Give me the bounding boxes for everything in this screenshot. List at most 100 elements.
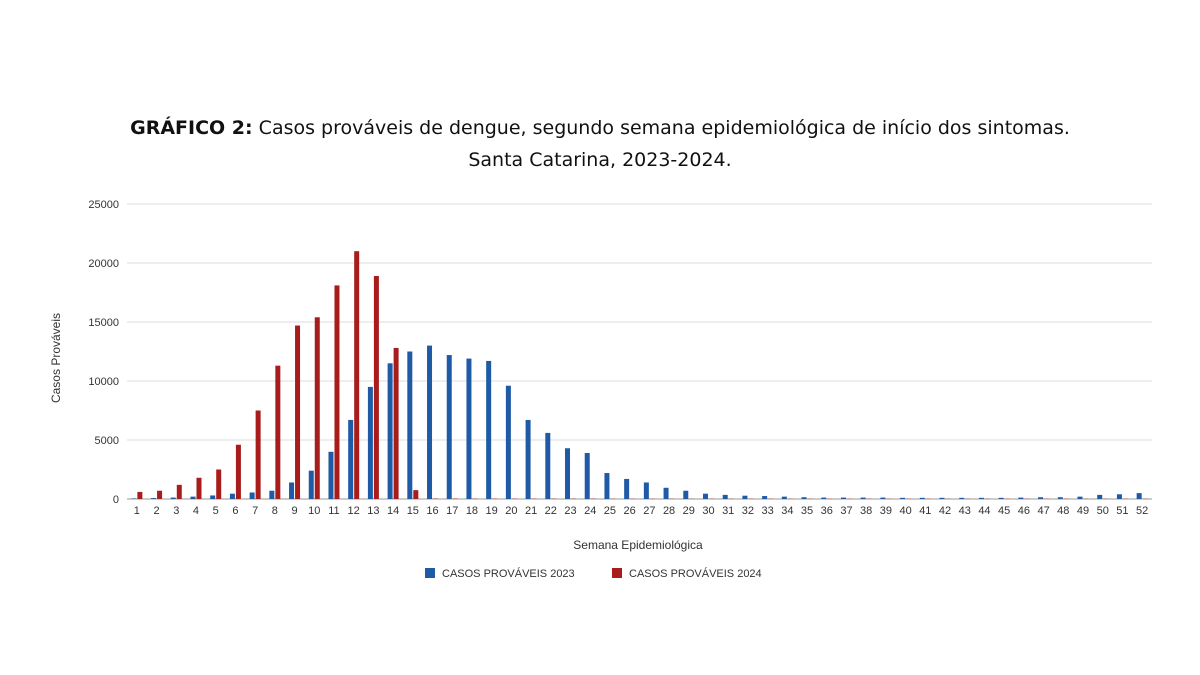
x-tick-label: 14: [387, 505, 399, 517]
x-tick-label: 36: [821, 505, 833, 517]
bar-2023-week-24: [584, 452, 590, 499]
bar-2023-week-47: [1038, 497, 1044, 499]
x-tick-label: 42: [939, 505, 951, 517]
x-tick-label: 6: [232, 505, 238, 517]
bar-2024-week-12: [354, 251, 360, 499]
bar-2023-week-13: [367, 386, 373, 499]
bar-2023-week-44: [978, 497, 984, 499]
chart-title-line-2: Santa Catarina, 2023-2024.: [468, 149, 732, 171]
bar-2023-week-1: [131, 498, 137, 499]
y-tick-labels: 0 5000 10000 15000 20000 25000: [88, 199, 119, 506]
bar-2023-week-32: [742, 495, 748, 499]
bar-2023-week-52: [1136, 493, 1142, 499]
bar-2024-week-9: [295, 325, 301, 499]
x-tick-label: 21: [525, 505, 537, 517]
x-tick-label: 31: [722, 505, 734, 517]
bar-2023-week-16: [427, 345, 433, 499]
x-tick-label: 3: [173, 505, 179, 517]
x-tick-label: 43: [959, 505, 971, 517]
bar-2023-week-18: [466, 358, 472, 499]
bar-2023-week-22: [545, 432, 551, 499]
x-tick-label: 29: [683, 505, 695, 517]
bar-2023-week-23: [565, 448, 571, 499]
bar-2023-week-19: [486, 360, 492, 499]
bar-2024-week-13: [373, 275, 379, 499]
bar-2023-week-30: [702, 493, 708, 499]
x-tick-label: 34: [781, 505, 793, 517]
x-tick-label: 30: [702, 505, 714, 517]
bar-2023-week-27: [643, 482, 649, 499]
bar-2023-week-9: [289, 482, 295, 499]
chart-title-line-1: GRÁFICO 2: Casos prováveis de dengue, se…: [0, 112, 1200, 144]
x-tick-label: 44: [978, 505, 990, 517]
bar-2023-week-17: [446, 355, 452, 499]
bar-2023-week-49: [1077, 496, 1083, 499]
x-tick-label: 50: [1097, 505, 1109, 517]
bar-2023-week-48: [1057, 497, 1063, 499]
bar-2024-week-4: [196, 477, 202, 499]
bar-2023-week-46: [1018, 497, 1024, 499]
bar-2023-week-29: [683, 490, 689, 499]
x-tick-label: 18: [466, 505, 478, 517]
bar-2024-week-11: [334, 285, 340, 499]
bar-2023-week-10: [308, 470, 314, 499]
chart-title: GRÁFICO 2: Casos prováveis de dengue, se…: [0, 112, 1200, 176]
x-tick-label: 8: [272, 505, 278, 517]
x-tick-label: 45: [998, 505, 1010, 517]
legend-swatch: [612, 568, 622, 578]
bar-2023-week-36: [821, 497, 827, 499]
x-tick-label: 41: [919, 505, 931, 517]
x-tick-label: 51: [1116, 505, 1128, 517]
x-tick-label: 2: [154, 505, 160, 517]
bar-2023-week-21: [525, 419, 531, 499]
bar-2024-week-5: [216, 469, 222, 499]
bar-2024-week-7: [255, 410, 261, 499]
bar-2023-week-15: [407, 351, 413, 499]
x-tick-label: 1: [134, 505, 140, 517]
chart-title-bold: GRÁFICO 2:: [130, 117, 253, 139]
x-tick-label: 20: [505, 505, 517, 517]
legend-swatch: [425, 568, 435, 578]
y-tick-label: 0: [113, 494, 119, 506]
x-tick-label: 15: [407, 505, 419, 517]
x-tick-label: 24: [584, 505, 596, 517]
bar-2024-week-3: [176, 484, 182, 499]
x-tick-label: 35: [801, 505, 813, 517]
x-tick-labels: 1 2 3 4 5 6 7 8 9 10 11 12 13 14 15 16 17 18 19 20 21 22 23 24 2…: [134, 505, 1148, 517]
x-tick-label: 17: [446, 505, 458, 517]
bar-2023-week-12: [348, 419, 354, 499]
bar-2023-week-20: [505, 385, 511, 499]
bar-2023-week-38: [860, 497, 866, 499]
x-tick-label: 40: [899, 505, 911, 517]
x-tick-label: 13: [367, 505, 379, 517]
x-tick-label: 48: [1057, 505, 1069, 517]
legend-label: CASOS PROVÁVEIS 2024: [629, 567, 762, 580]
bar-2023-week-33: [762, 496, 768, 499]
y-tick-label: 25000: [88, 199, 119, 211]
x-tick-label: 9: [291, 505, 297, 517]
bar-2024-week-2: [157, 490, 163, 499]
x-tick-label: 27: [643, 505, 655, 517]
x-tick-label: 28: [663, 505, 675, 517]
bar-2023-week-4: [190, 496, 196, 499]
bar-2023-week-3: [170, 497, 176, 499]
bar-2023-week-45: [998, 497, 1004, 499]
x-tick-label: 4: [193, 505, 199, 517]
bar-2023-week-42: [939, 497, 945, 499]
x-tick-label: 47: [1037, 505, 1049, 517]
bars: [131, 251, 1148, 499]
bar-2023-week-6: [229, 493, 235, 499]
bar-2023-week-7: [249, 492, 255, 499]
x-tick-label: 33: [762, 505, 774, 517]
chart-title-text: Casos prováveis de dengue, segundo seman…: [258, 117, 1070, 139]
bar-2023-week-26: [624, 478, 630, 499]
x-tick-label: 19: [486, 505, 498, 517]
x-tick-label: 52: [1136, 505, 1148, 517]
bar-2023-week-11: [328, 451, 334, 499]
bar-2024-week-1: [137, 491, 143, 499]
bar-2023-week-35: [801, 497, 807, 499]
y-tick-label: 10000: [88, 376, 119, 388]
y-axis-label: Casos Prováveis: [49, 313, 63, 403]
x-tick-label: 38: [860, 505, 872, 517]
bar-2023-week-50: [1097, 494, 1103, 499]
